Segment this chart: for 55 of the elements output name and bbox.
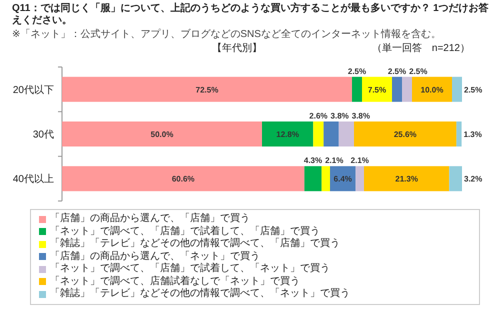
chart-title: Q11：では同じく「服」について、上記のうちどのような買い方することが最も多いですか？ 1つだけお答えください。 <box>11 1 490 27</box>
data-label: 2.5% <box>409 66 428 76</box>
bar <box>352 76 362 102</box>
bar <box>324 121 339 147</box>
legend-label: 「雑誌」「テレビ」などその他の情報で調べて、「店舗」で買う <box>50 238 340 250</box>
legend-label: 「ネット」で調べて、「店舗」で試着して、「店舗」で買う <box>50 226 320 238</box>
data-label: 1.3% <box>464 130 482 139</box>
data-label: 25.6% <box>394 130 417 139</box>
bar <box>62 121 262 147</box>
data-label: 12.8% <box>276 130 299 139</box>
bar <box>262 121 314 147</box>
legend-label: 「ネット」で調べて、店舗試着なしで「ネット」で買う <box>50 276 300 288</box>
data-label: 2.5% <box>464 85 482 94</box>
text: （単一回答 n=212） <box>372 43 470 55</box>
data-label: 3.2% <box>464 174 482 184</box>
data-label: 50.0% <box>150 130 174 139</box>
bar <box>304 166 322 192</box>
y-tick-label: 40代以上 <box>12 173 54 186</box>
data-label: 10.0% <box>420 85 444 94</box>
data-label: 2.5% <box>388 66 406 76</box>
y-tick-label: 20代以下 <box>12 84 54 96</box>
text: 【年代別】 <box>212 43 262 55</box>
y-tick-label: 30代 <box>32 130 54 140</box>
bar <box>412 76 452 102</box>
data-label: 72.5% <box>196 85 218 94</box>
bar <box>313 121 324 147</box>
bar <box>322 166 330 192</box>
legend-label: 「雑誌」「テレビ」などその他の情報で調べて、「ネット」で買う <box>50 288 350 300</box>
bar <box>356 166 364 192</box>
legend-label: 「店舗」の商品から選んで、「店舗」で買う <box>50 213 250 226</box>
chart-subtitle: ※「ネット」：公式サイト、アプリ、ブログなどのSNSなど全てのインターネット情報を含む。 <box>11 28 442 41</box>
data-label: 3.8% <box>352 111 370 120</box>
data-label: 3.8% <box>330 111 349 120</box>
data-label: 7.5% <box>368 85 386 94</box>
legend-label: 「店舗」の商品から選んで、「ネット」で買う <box>50 250 260 262</box>
data-label: 60.6% <box>172 174 195 184</box>
legend-label: 「ネット」で調べて、「店舗」で試着して、「ネット」で買う <box>50 263 330 276</box>
bar <box>392 76 402 102</box>
data-label: 2.1% <box>350 156 369 166</box>
bar <box>452 76 462 102</box>
data-label: 6.4% <box>334 174 352 184</box>
bar <box>456 121 462 147</box>
data-label: 2.5% <box>348 66 366 76</box>
bar <box>364 166 450 192</box>
bar <box>62 166 304 192</box>
bar <box>62 76 352 102</box>
data-label: 4.3% <box>304 156 322 166</box>
data-label: 2.1% <box>325 156 344 166</box>
data-label: 2.6% <box>309 111 328 120</box>
bar <box>362 76 392 102</box>
bar <box>402 76 412 102</box>
bar <box>449 166 462 192</box>
bar <box>354 121 456 147</box>
bar <box>338 121 354 147</box>
data-label: 21.3% <box>395 174 418 184</box>
